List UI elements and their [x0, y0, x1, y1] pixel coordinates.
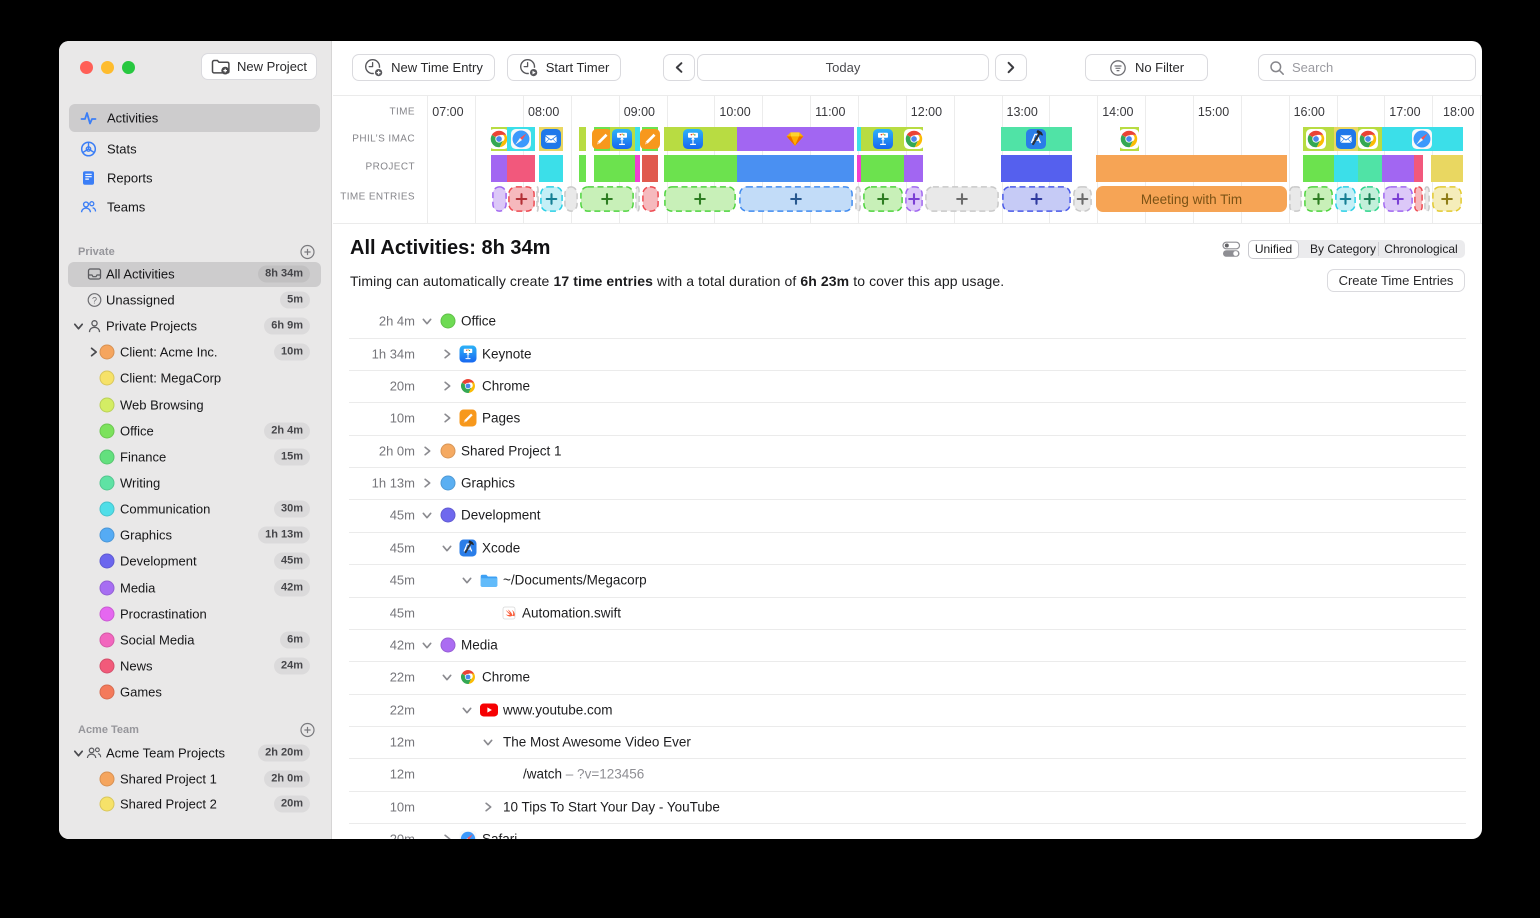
- svg-text:?: ?: [92, 296, 97, 306]
